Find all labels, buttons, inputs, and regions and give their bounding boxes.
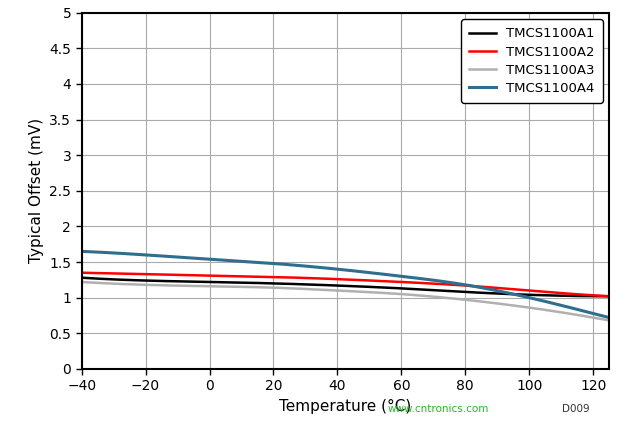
- TMCS1100A1: [522, 292, 530, 297]
- TMCS1100A1: [556, 293, 563, 298]
- TMCS1100A2: [78, 270, 85, 275]
- Line: TMCS1100A4: TMCS1100A4: [82, 251, 609, 318]
- TMCS1100A4: [390, 273, 398, 278]
- TMCS1100A2: [80, 270, 87, 275]
- TMCS1100A3: [522, 305, 530, 310]
- Text: www.cntronics.com: www.cntronics.com: [387, 404, 489, 415]
- Line: TMCS1100A1: TMCS1100A1: [82, 278, 609, 296]
- TMCS1100A4: [522, 294, 530, 299]
- X-axis label: Temperature (°C): Temperature (°C): [279, 399, 411, 414]
- TMCS1100A4: [605, 315, 613, 320]
- TMCS1100A2: [556, 290, 563, 296]
- Y-axis label: Typical Offset (mV): Typical Offset (mV): [29, 118, 44, 263]
- TMCS1100A3: [80, 279, 87, 285]
- TMCS1100A1: [390, 285, 398, 290]
- TMCS1100A1: [78, 275, 85, 280]
- TMCS1100A1: [392, 285, 399, 290]
- TMCS1100A2: [401, 279, 408, 285]
- TMCS1100A4: [392, 273, 399, 278]
- TMCS1100A3: [78, 279, 85, 285]
- TMCS1100A1: [80, 275, 87, 280]
- Legend: TMCS1100A1, TMCS1100A2, TMCS1100A3, TMCS1100A4: TMCS1100A1, TMCS1100A2, TMCS1100A3, TMCS…: [462, 20, 602, 103]
- TMCS1100A3: [401, 292, 408, 297]
- TMCS1100A3: [605, 318, 613, 323]
- TMCS1100A4: [556, 302, 563, 307]
- TMCS1100A2: [522, 288, 530, 293]
- Line: TMCS1100A3: TMCS1100A3: [82, 282, 609, 321]
- TMCS1100A3: [556, 310, 563, 315]
- TMCS1100A1: [604, 294, 611, 299]
- TMCS1100A2: [605, 294, 613, 299]
- TMCS1100A2: [392, 279, 399, 284]
- TMCS1100A3: [390, 291, 398, 296]
- Line: TMCS1100A2: TMCS1100A2: [82, 273, 609, 296]
- TMCS1100A1: [401, 286, 408, 291]
- TMCS1100A4: [78, 249, 85, 254]
- TMCS1100A3: [392, 291, 399, 296]
- Text: D009: D009: [561, 404, 589, 415]
- TMCS1100A4: [401, 274, 408, 279]
- TMCS1100A2: [390, 279, 398, 284]
- TMCS1100A4: [80, 249, 87, 254]
- TMCS1100A1: [605, 294, 613, 299]
